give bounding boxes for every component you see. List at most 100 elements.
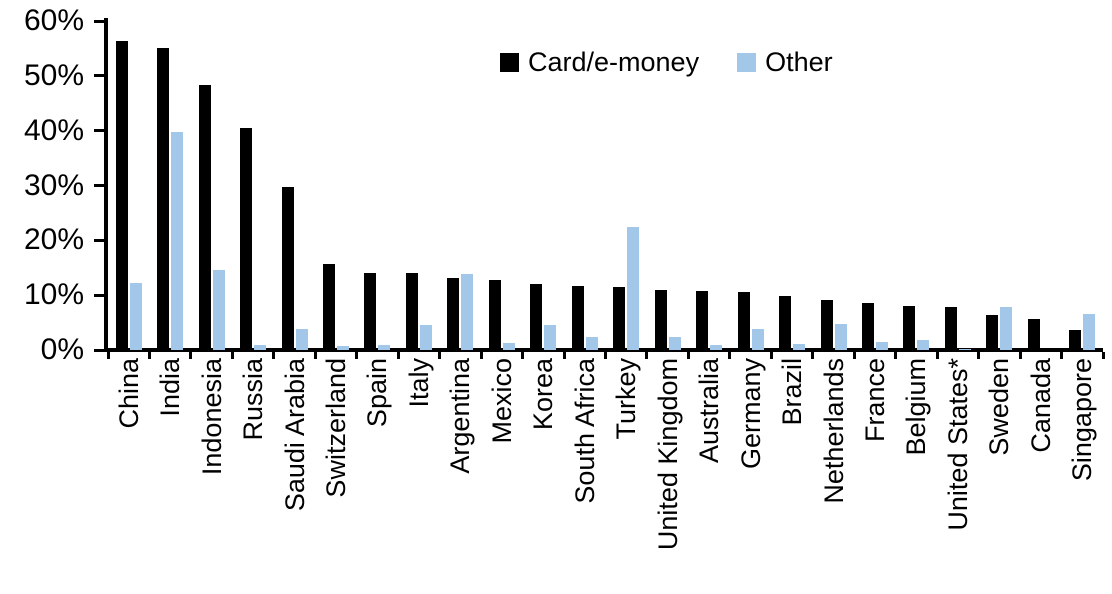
- x-axis-tick: [1018, 352, 1022, 359]
- bar-other: [254, 345, 266, 350]
- bar-other: [420, 325, 432, 350]
- legend-item-other: Other: [737, 46, 833, 78]
- x-axis-label: United Kingdom: [652, 358, 683, 551]
- bar-card-e-money: [1069, 330, 1081, 350]
- x-axis-label: Turkey: [611, 358, 642, 440]
- y-axis-line: [104, 18, 108, 352]
- x-axis-label: Switzerland: [321, 358, 352, 498]
- y-axis-tick-label: 20%: [23, 223, 84, 257]
- x-axis-label: Saudi Arabia: [279, 358, 310, 512]
- bar-other: [1083, 314, 1095, 350]
- bar-other: [917, 340, 929, 350]
- legend-label-card-e-money: Card/e-money: [528, 47, 700, 77]
- bar-other: [752, 329, 764, 350]
- bar-other: [378, 345, 390, 350]
- bar-other: [171, 132, 183, 350]
- y-axis-tick-label: 50%: [23, 58, 84, 92]
- x-axis-tick: [147, 352, 151, 359]
- bar-other: [1000, 307, 1012, 350]
- x-axis-tick: [769, 352, 773, 359]
- y-axis-tick-label: 10%: [23, 278, 84, 312]
- bar-card-e-money: [489, 280, 501, 350]
- x-axis-label: Indonesia: [196, 358, 227, 476]
- bar-other: [710, 345, 722, 350]
- x-axis-label: Singapore: [1067, 358, 1098, 482]
- x-axis-label: Spain: [362, 358, 393, 428]
- bar-card-e-money: [406, 273, 418, 350]
- bar-card-e-money: [199, 85, 211, 350]
- bar-card-e-money: [738, 292, 750, 350]
- bar-other: [544, 325, 556, 350]
- x-axis-label: Australia: [694, 358, 725, 464]
- bar-other: [296, 329, 308, 350]
- bar-other: [586, 337, 598, 350]
- x-axis-label: Germany: [735, 358, 766, 470]
- x-axis-label: China: [113, 358, 144, 429]
- legend-label-other: Other: [765, 47, 833, 77]
- x-axis-tick: [438, 352, 442, 359]
- bar-other: [461, 274, 473, 350]
- x-axis-tick: [1060, 352, 1064, 359]
- y-axis-tick: [94, 19, 104, 23]
- x-axis-tick: [935, 352, 939, 359]
- x-axis-tick: [686, 352, 690, 359]
- x-axis-tick: [479, 352, 483, 359]
- bar-other: [130, 283, 142, 350]
- x-axis-tick: [230, 352, 234, 359]
- legend-item-card-e-money: Card/e-money: [500, 46, 699, 78]
- bar-card-e-money: [821, 300, 833, 350]
- bar-card-e-money: [116, 41, 128, 350]
- y-axis-tick-label: 0%: [40, 333, 84, 366]
- bar-card-e-money: [364, 273, 376, 350]
- bar-card-e-money: [779, 296, 791, 350]
- x-axis-label: Russia: [238, 358, 269, 441]
- bar-other: [669, 337, 681, 350]
- x-axis-tick: [811, 352, 815, 359]
- y-axis-tick: [94, 129, 104, 133]
- x-axis-label: India: [155, 358, 186, 417]
- y-axis-tick: [94, 348, 104, 352]
- bar-other: [959, 349, 971, 350]
- x-axis-tick: [852, 352, 856, 359]
- bar-other: [627, 227, 639, 350]
- x-axis-tick: [521, 352, 525, 359]
- x-axis-label: Italy: [403, 358, 434, 408]
- bar-other: [793, 344, 805, 350]
- x-axis-label: Argentina: [445, 358, 476, 474]
- x-axis-label: Mexico: [486, 358, 517, 444]
- bar-card-e-money: [862, 303, 874, 350]
- x-axis-tick: [1101, 352, 1105, 359]
- legend-swatch-card-e-money: [500, 52, 519, 72]
- x-axis-tick: [562, 352, 566, 359]
- x-axis-label: Belgium: [901, 358, 932, 456]
- bar-card-e-money: [945, 307, 957, 350]
- bar-card-e-money: [157, 48, 169, 350]
- x-axis-tick: [645, 352, 649, 359]
- x-axis-tick: [396, 352, 400, 359]
- y-axis-tick: [94, 74, 104, 78]
- x-axis-tick: [355, 352, 359, 359]
- y-axis-tick: [94, 238, 104, 242]
- x-axis-label: Canada: [1025, 358, 1056, 453]
- x-axis-label: United States*: [942, 358, 973, 531]
- x-axis-label: Sweden: [984, 358, 1015, 456]
- legend-swatch-other: [737, 52, 757, 72]
- y-axis-tick: [94, 184, 104, 187]
- x-axis-tick: [728, 352, 732, 359]
- bar-card-e-money: [1028, 319, 1040, 350]
- bar-card-e-money: [655, 290, 667, 350]
- x-axis-tick: [106, 352, 110, 359]
- bar-other: [213, 270, 225, 350]
- x-axis-label: South Africa: [569, 358, 600, 504]
- legend: Card/e-money Other: [500, 46, 833, 78]
- x-axis-line: [104, 348, 1103, 352]
- bar-card-e-money: [572, 286, 584, 350]
- x-axis-tick: [604, 352, 607, 359]
- x-axis-tick: [313, 352, 317, 359]
- y-axis-tick-label: 30%: [23, 168, 84, 202]
- bar-card-e-money: [903, 306, 915, 350]
- bar-card-e-money: [282, 187, 294, 350]
- bar-card-e-money: [986, 315, 998, 350]
- x-axis-label: Brazil: [777, 358, 808, 426]
